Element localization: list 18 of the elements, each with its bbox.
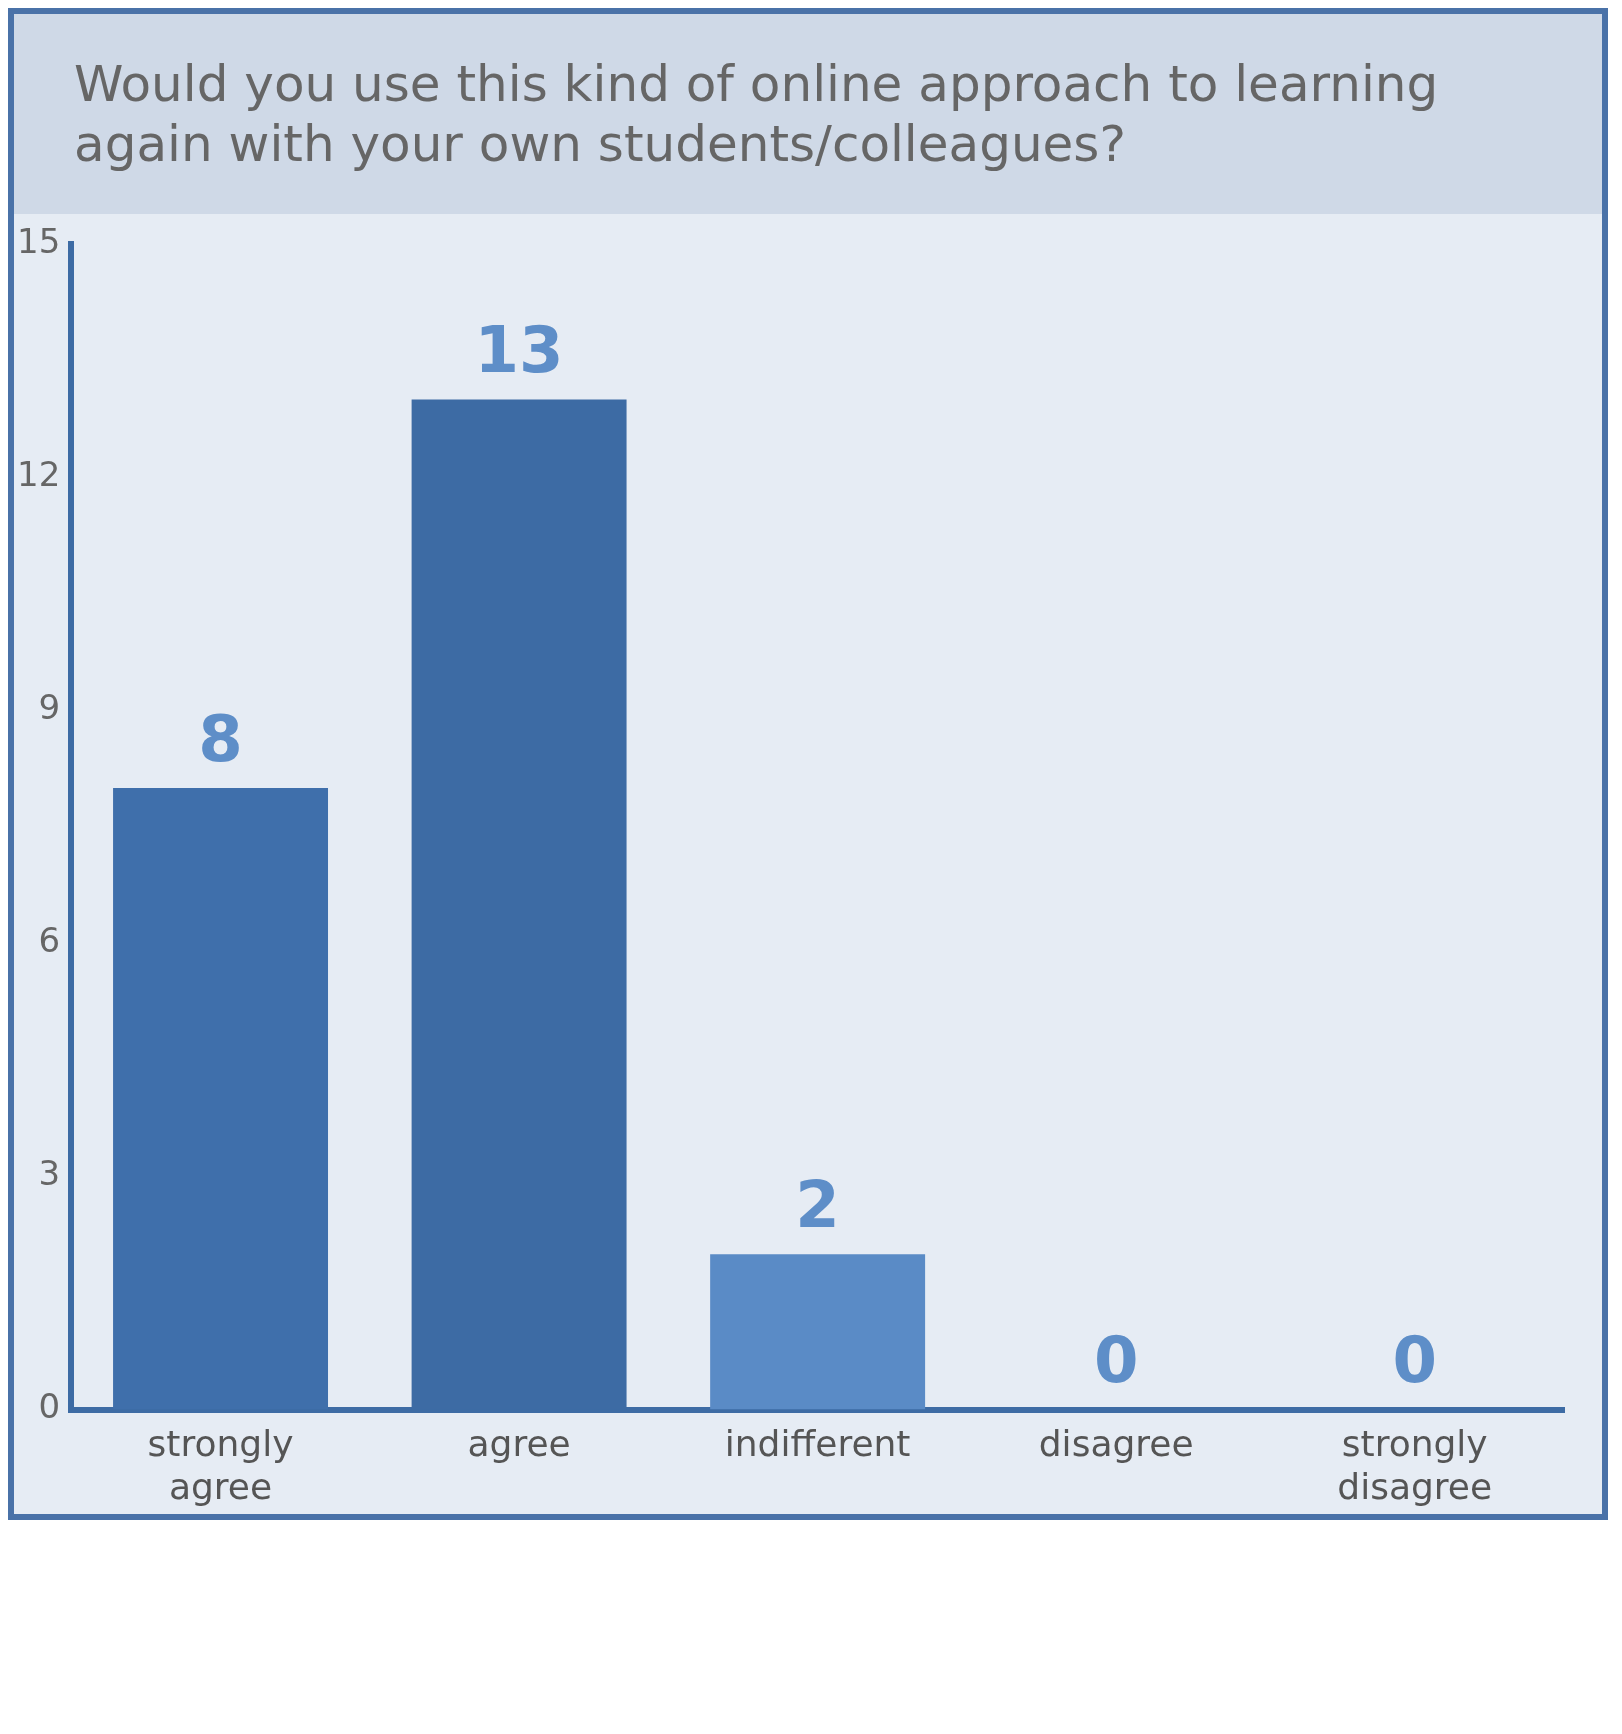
bar [710,1254,926,1410]
x-tick-label: indifferent [724,1422,911,1464]
y-tick-label: 9 [38,687,61,728]
data-label: 0 [1093,1323,1139,1398]
x-tick-label: disagree [1038,1422,1194,1464]
chart-title: Would you use this kind of online approach to learning again with your own students/colleagues? [14,14,1602,214]
y-tick-label: 3 [38,1153,61,1194]
y-tick-label: 12 [17,453,61,494]
x-tick-label: strongly agree [147,1422,294,1507]
y-tick-label: 6 [38,920,61,961]
data-label: 13 [474,313,564,388]
x-tick-label: strongly disagree [1337,1422,1493,1507]
y-tick-label: 0 [38,1386,61,1427]
y-tick-label: 15 [17,220,61,261]
data-label: 0 [1392,1323,1437,1398]
data-label: 2 [795,1167,840,1242]
data-label: 8 [198,701,243,776]
x-tick-label: agree [467,1422,571,1464]
